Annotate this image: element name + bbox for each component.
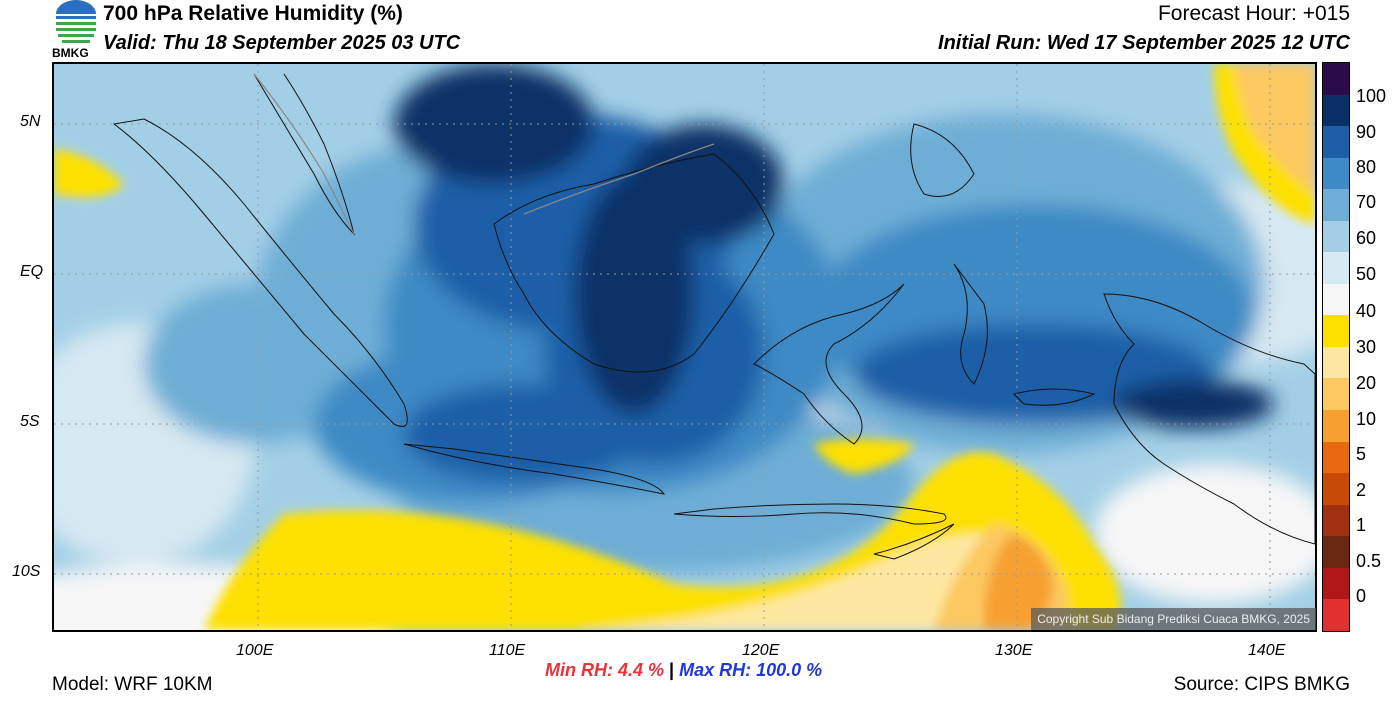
colorbar-label: 5 xyxy=(1356,444,1367,464)
stats-separator: | xyxy=(669,660,675,680)
colorbar-segment xyxy=(1323,473,1349,505)
colorbar-segment xyxy=(1323,220,1349,253)
lat-label: 10S xyxy=(12,563,41,580)
colorbar-label: 40 xyxy=(1356,301,1377,321)
lon-label: 110E xyxy=(489,642,526,659)
bmkg-logo: BMKG xyxy=(52,0,100,60)
colorbar-label: 60 xyxy=(1356,228,1377,248)
colorbar-segment xyxy=(1323,410,1349,442)
colorbar-segment xyxy=(1323,536,1349,568)
lat-label: EQ xyxy=(20,263,44,280)
min-rh-value: 4.4 % xyxy=(618,660,665,680)
copyright-note: Copyright Sub Bidang Prediksi Cuaca BMKG… xyxy=(1031,608,1316,630)
colorbar-label: 2 xyxy=(1356,480,1367,500)
colorbar-segment xyxy=(1323,378,1349,411)
rh-stats: Min RH: 4.4 % | Max RH: 100.0 % xyxy=(545,660,822,681)
colorbar-segment xyxy=(1323,504,1349,537)
data-source: Source: CIPS BMKG xyxy=(1173,674,1350,695)
colorbar-segment xyxy=(1323,126,1349,158)
lon-label: 100E xyxy=(236,642,274,659)
max-rh-label: Max RH: xyxy=(679,660,752,680)
colorbar-label: 70 xyxy=(1356,192,1377,212)
colorbar-label: 80 xyxy=(1356,157,1377,177)
forecast-hour: Forecast Hour: +015 xyxy=(1157,2,1350,25)
min-rh-label: Min RH: xyxy=(545,660,613,680)
lon-label: 140E xyxy=(1248,642,1286,659)
colorbar-segment xyxy=(1323,157,1349,190)
colorbar-segment xyxy=(1323,94,1349,127)
colorbar-label: 20 xyxy=(1356,373,1377,393)
colorbar-label: 50 xyxy=(1356,264,1377,284)
colorbar-segment xyxy=(1323,346,1349,379)
colorbar-segment xyxy=(1323,567,1349,600)
colorbar-label: 10 xyxy=(1356,409,1377,429)
max-rh-value: 100.0 % xyxy=(756,660,823,680)
initial-run: Initial Run: Wed 17 September 2025 12 UT… xyxy=(938,32,1350,54)
lon-label: 120E xyxy=(742,642,780,659)
valid-time: Valid: Thu 18 September 2025 03 UTC xyxy=(103,32,461,54)
colorbar-segment xyxy=(1323,63,1349,95)
colorbar-label: 30 xyxy=(1356,337,1377,357)
humidity-map xyxy=(52,62,1317,632)
logo-text: BMKG xyxy=(52,46,89,60)
colorbar-segment xyxy=(1323,283,1349,316)
colorbar-label: 100 xyxy=(1356,86,1387,106)
lat-label: 5N xyxy=(20,113,41,130)
colorbar-label: 0 xyxy=(1356,586,1367,606)
colorbar-segment xyxy=(1323,441,1349,474)
colorbar-label: 0.5 xyxy=(1356,551,1382,571)
lon-label: 130E xyxy=(995,642,1033,659)
colorbar-label: 90 xyxy=(1356,122,1377,142)
model-name: Model: WRF 10KM xyxy=(52,674,213,695)
map-title: 700 hPa Relative Humidity (%) xyxy=(103,2,403,25)
colorbar-segment xyxy=(1323,252,1349,284)
colorbar-segment xyxy=(1323,189,1349,221)
colorbar-segment xyxy=(1323,315,1349,347)
colorbar-label: 1 xyxy=(1356,515,1367,535)
colorbar xyxy=(1322,62,1350,632)
lat-label: 5S xyxy=(20,413,40,430)
colorbar-segment xyxy=(1323,599,1349,631)
